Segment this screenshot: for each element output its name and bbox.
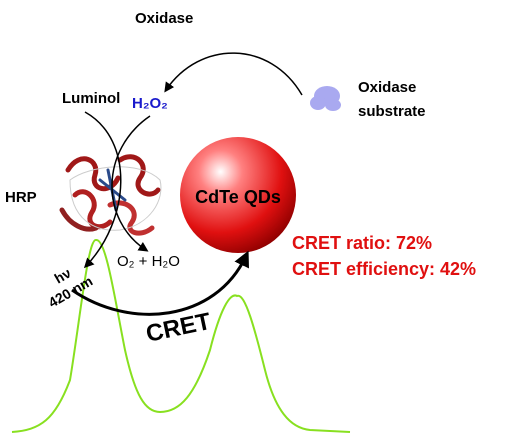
hv-label: hν [52,264,74,286]
cret-efficiency: CRET efficiency: 42% [292,259,476,279]
h2o2-arrow [111,115,151,252]
h2o2-label: H₂O₂ [132,95,168,112]
cret-arrow [71,250,249,316]
luminol-label: Luminol [62,90,120,107]
cret-ratio: CRET ratio: 72% [292,233,432,253]
substrate-label: Oxidase [358,79,416,96]
quantum-dot [180,137,296,253]
qds-label: CdTe QDs [195,187,281,207]
substrate-label: substrate [358,103,426,120]
hrp-protein [59,154,162,236]
substrate-icon [310,86,341,111]
spectrum [11,238,351,433]
hrp-label: HRP [5,189,37,206]
products-label: O₂ + H₂O [117,253,180,270]
oxidase-label: Oxidase [135,10,193,27]
oxidase-arrow [164,52,303,96]
luminol-arrow [83,111,122,269]
